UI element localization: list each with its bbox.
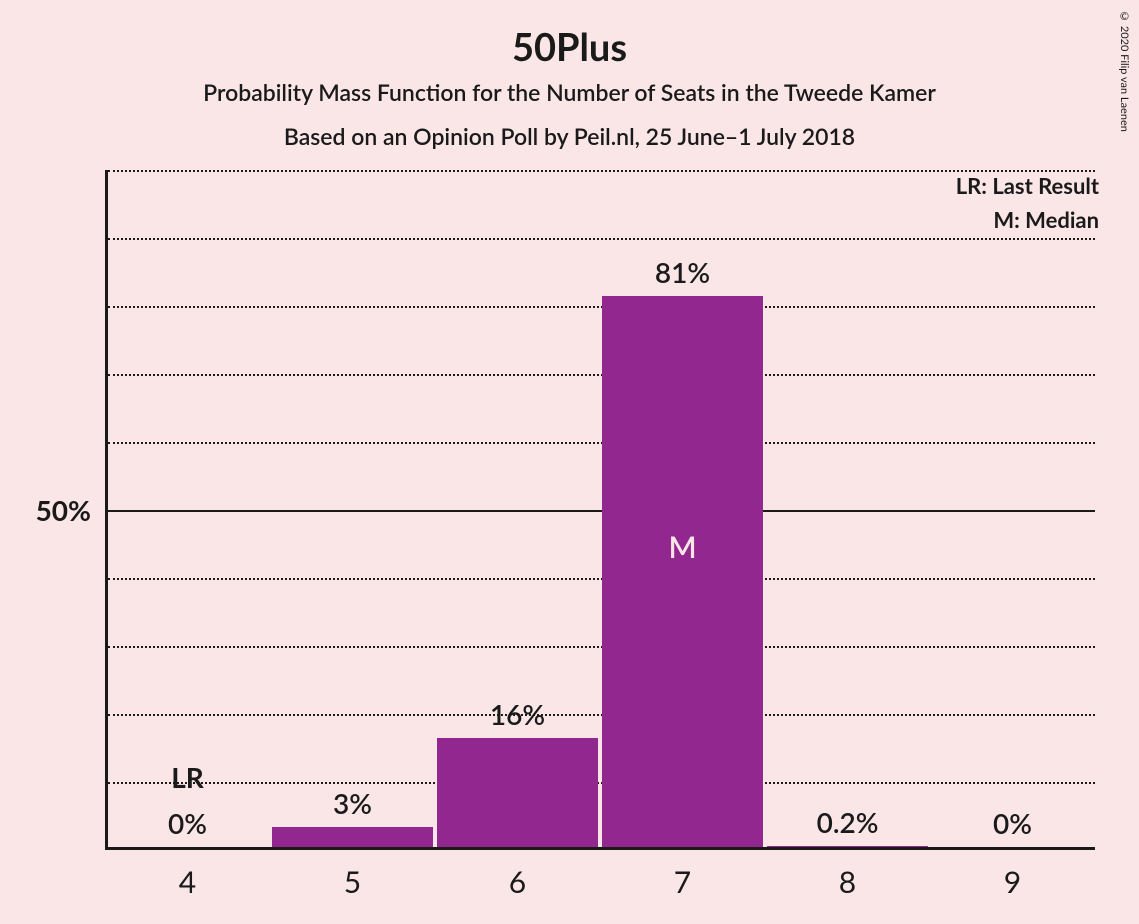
chart-plot-area: 50%0%4LR3%516%681%7M0.2%80%9 (105, 170, 1095, 850)
x-tick-label: 8 (839, 864, 856, 900)
bar (767, 846, 929, 847)
gridline (108, 170, 1095, 172)
last-result-marker: LR (171, 760, 204, 794)
bar (272, 827, 434, 847)
x-tick-label: 5 (344, 864, 361, 900)
chart-title: 50Plus (0, 24, 1139, 70)
chart-subtitle-1: Probability Mass Function for the Number… (0, 78, 1139, 106)
bar (437, 738, 599, 847)
median-marker: M (668, 529, 696, 565)
bar-value-label: 0% (168, 806, 207, 840)
x-tick-label: 7 (674, 864, 691, 900)
y-tick-label: 50% (36, 493, 91, 527)
bar-value-label: 81% (655, 255, 710, 289)
x-tick-label: 4 (179, 864, 196, 900)
bar-value-label: 3% (333, 786, 372, 820)
x-tick-label: 9 (1004, 864, 1021, 900)
x-tick-label: 6 (509, 864, 526, 900)
gridline (108, 238, 1095, 240)
bar-value-label: 0% (993, 806, 1032, 840)
x-axis (105, 847, 1095, 850)
copyright-text: © 2020 Filip van Laenen (1118, 10, 1131, 132)
bar-value-label: 16% (490, 697, 545, 731)
bar (602, 296, 764, 847)
chart-subtitle-2: Based on an Opinion Poll by Peil.nl, 25 … (0, 122, 1139, 150)
bar-value-label: 0.2% (817, 805, 879, 839)
